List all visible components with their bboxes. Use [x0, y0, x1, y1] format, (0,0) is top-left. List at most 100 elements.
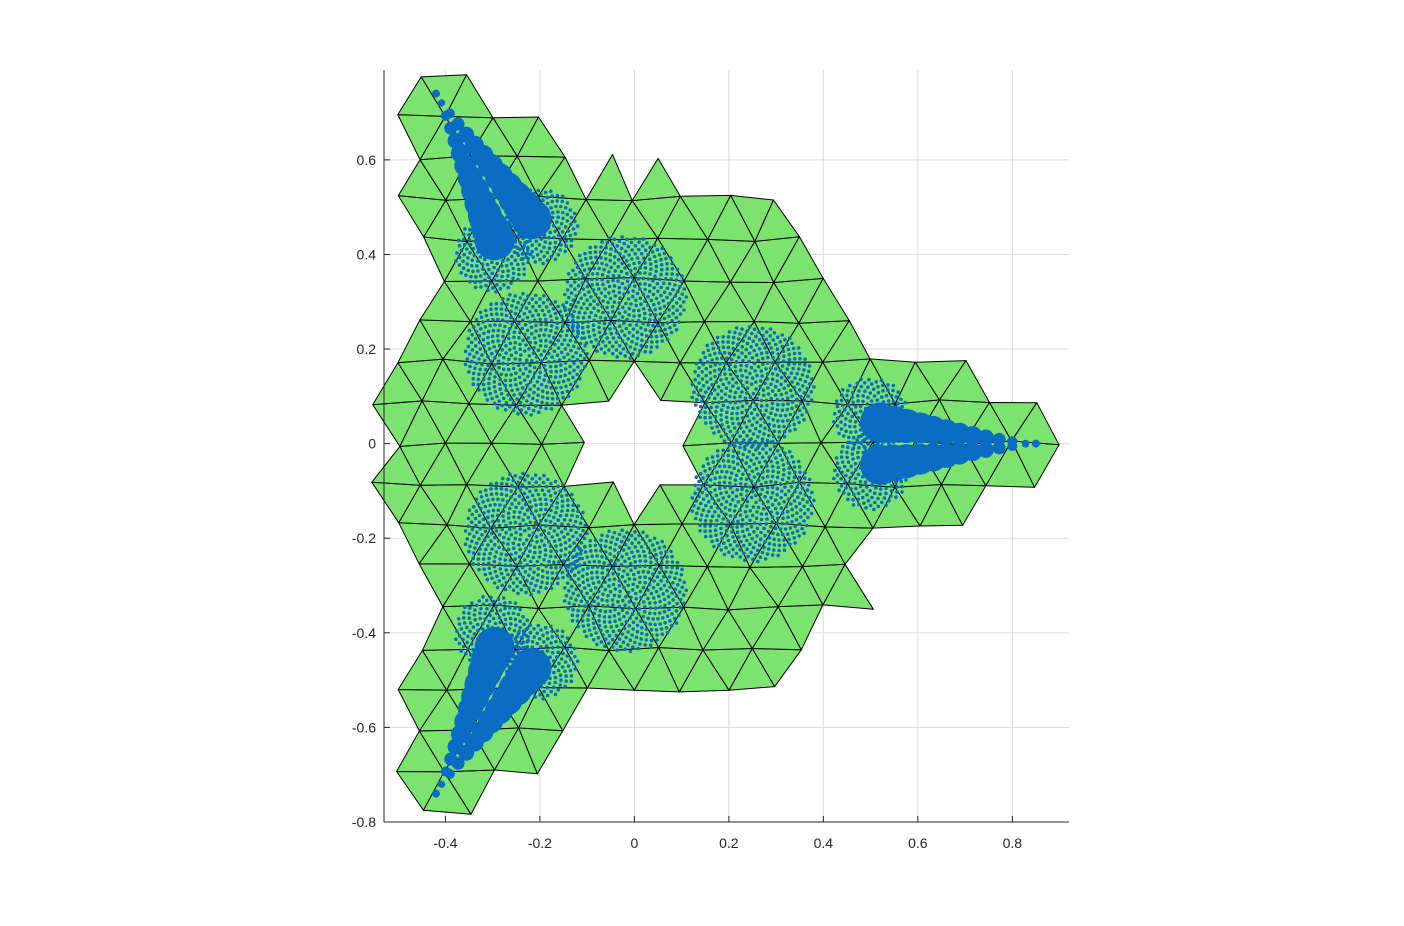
data-point: [540, 389, 545, 394]
data-point: [764, 398, 769, 403]
data-point: [604, 263, 609, 267]
data-point: [615, 624, 619, 628]
data-point: [580, 281, 585, 285]
data-point: [503, 587, 508, 592]
data-point: [748, 542, 752, 547]
data-point: [662, 597, 667, 602]
data-point: [758, 555, 763, 559]
data-point: [594, 631, 598, 635]
data-point: [630, 339, 634, 344]
data-point: [529, 413, 533, 417]
data-point: [468, 629, 472, 633]
data-point: [520, 386, 525, 390]
data-point: [538, 692, 542, 697]
data-point: [851, 400, 855, 405]
data-point: [506, 393, 510, 397]
data-point: [461, 637, 465, 642]
data-point: [595, 570, 599, 575]
data-point: [548, 520, 553, 524]
data-point: [876, 385, 880, 389]
data-point: [467, 616, 472, 620]
data-point: [489, 539, 493, 543]
data-point: [465, 537, 470, 541]
data-point: [670, 272, 674, 276]
data-point: [840, 470, 844, 475]
data-point: [708, 524, 713, 528]
data-point: [463, 605, 467, 610]
data-point: [540, 488, 545, 493]
data-point: [503, 622, 508, 627]
data-point: [500, 481, 504, 486]
data-point: [499, 307, 504, 311]
data-point: [528, 340, 532, 345]
data-point: [508, 378, 513, 383]
data-point: [586, 320, 591, 324]
data-point: [508, 521, 513, 525]
data-point: [611, 645, 615, 649]
data-point: [632, 308, 636, 313]
data-point: [477, 537, 481, 541]
data-point: [566, 313, 570, 318]
data-point: [544, 384, 549, 389]
data-point: [471, 371, 476, 376]
data-point: [791, 460, 796, 464]
data-point: [482, 538, 487, 543]
data-point: [537, 555, 542, 559]
data-point: [573, 566, 578, 570]
data-point: [616, 257, 621, 262]
data-point: [785, 456, 789, 460]
data-point: [456, 238, 461, 243]
data-point: [832, 420, 836, 424]
data-point: [615, 537, 620, 541]
data-point: [775, 521, 780, 526]
data-point: [861, 394, 865, 398]
data-point: [758, 379, 763, 383]
data-point: [781, 402, 785, 407]
data-point: [587, 315, 592, 319]
data-point: [637, 554, 642, 558]
data-point: [581, 614, 585, 618]
data-point: [584, 634, 589, 639]
data-point: [755, 413, 760, 417]
data-point: [568, 233, 573, 238]
data-point: [565, 508, 570, 513]
data-point: [563, 488, 567, 492]
data-point: [775, 335, 780, 340]
data-point: [613, 269, 618, 273]
data-point: [547, 360, 551, 364]
data-point: [714, 419, 718, 424]
data-point: [736, 386, 740, 391]
data-point: [571, 344, 576, 349]
data-point: [786, 347, 791, 352]
data-point: [555, 634, 559, 638]
data-point: [727, 330, 732, 334]
data-point: [626, 583, 630, 588]
data-point: [539, 518, 543, 523]
data-point: [468, 658, 472, 662]
data-point: [595, 277, 599, 281]
data-point: [769, 382, 773, 387]
data-point: [566, 532, 570, 536]
data-point: [643, 266, 648, 270]
data-point: [705, 473, 710, 478]
data-point: [564, 367, 568, 371]
data-point: [498, 377, 502, 382]
data-point: [496, 508, 501, 513]
x-tick-label: -0.4: [433, 835, 457, 851]
data-point: [770, 389, 775, 393]
data-point: [646, 596, 650, 601]
data-point: [679, 573, 684, 577]
data-point: [709, 519, 713, 523]
data-point: [724, 529, 729, 533]
data-point: [607, 633, 612, 638]
data-point: [682, 308, 686, 312]
data-point: [643, 643, 647, 647]
data-point: [530, 249, 534, 254]
data-point: [561, 651, 565, 656]
data-point: [473, 344, 478, 348]
data-point: [766, 499, 770, 504]
data-point: [560, 634, 565, 639]
data-point: [575, 558, 580, 563]
data-point: [793, 427, 797, 432]
data-point: [773, 506, 778, 511]
